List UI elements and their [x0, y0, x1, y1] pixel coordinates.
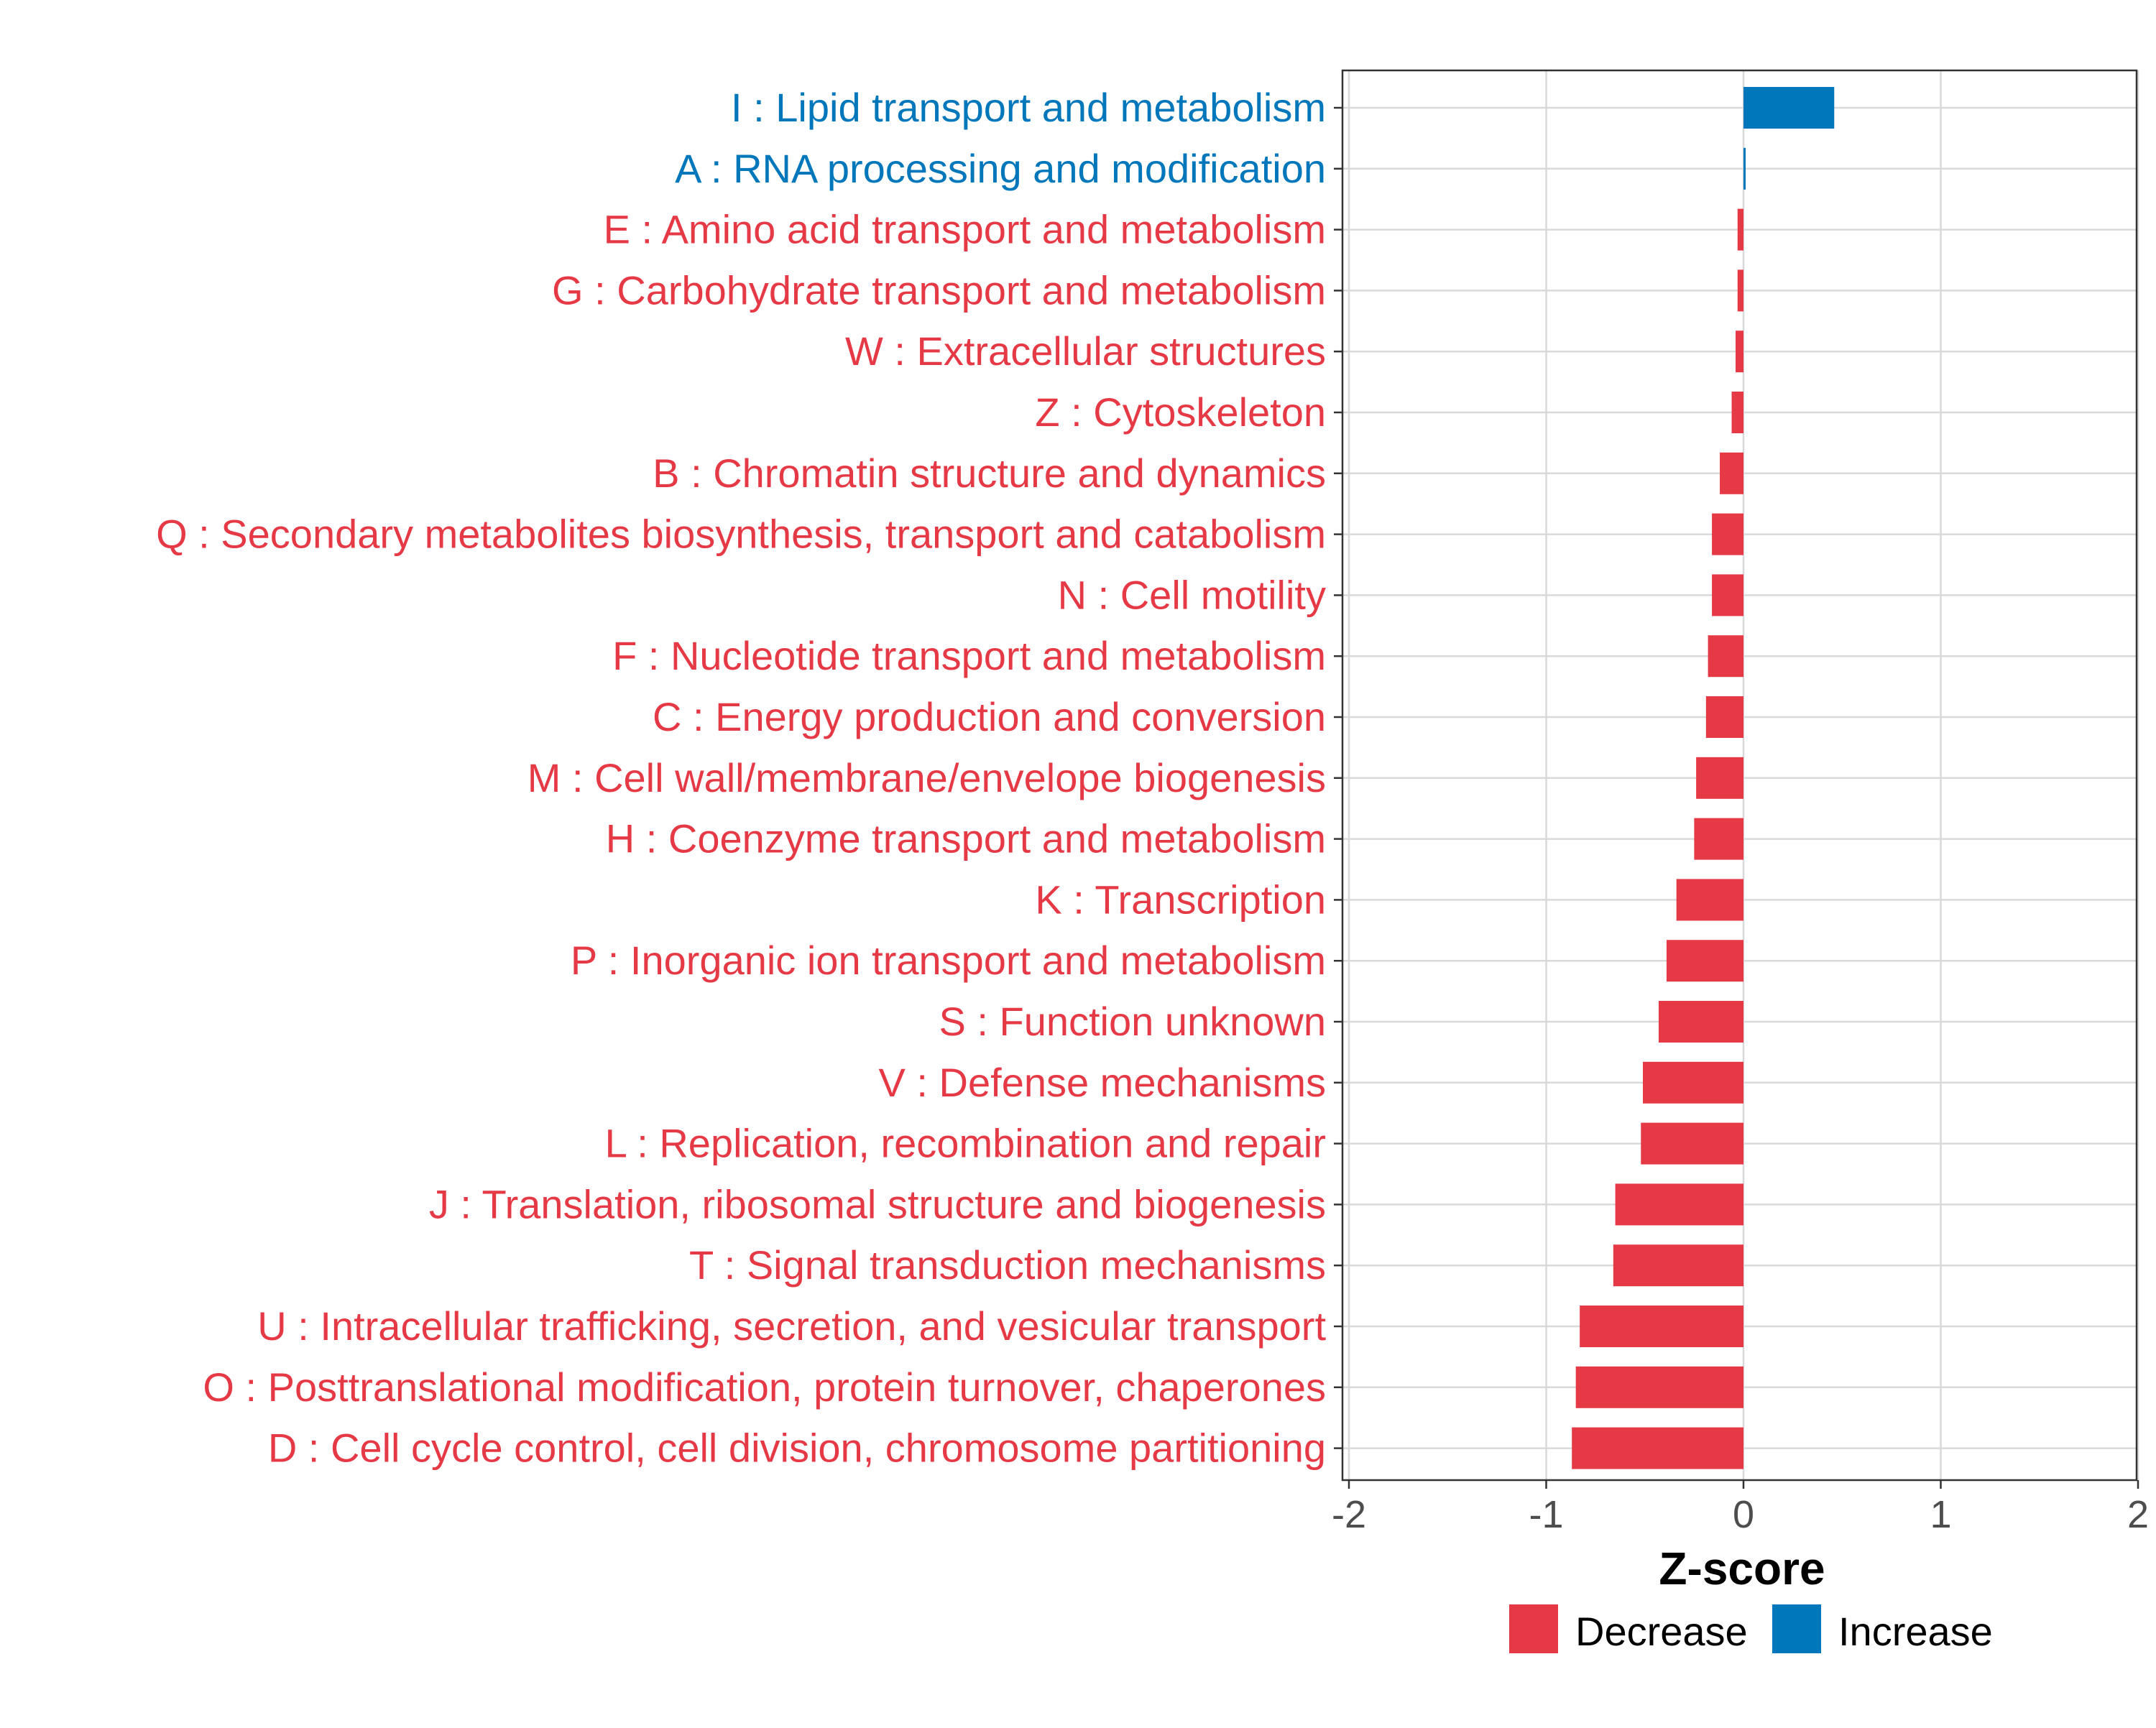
- xtick-layer: -2 -1 0 1 2: [1332, 1480, 2149, 1536]
- category-label-1: A : RNA processing and modification: [675, 146, 1326, 191]
- category-label-10: C : Energy production and conversion: [653, 694, 1326, 739]
- bar-17: [1641, 1122, 1743, 1165]
- category-label-13: K : Transcription: [1035, 877, 1326, 922]
- bar-9: [1708, 635, 1743, 678]
- category-label-19: T : Signal transduction mechanisms: [689, 1242, 1326, 1288]
- bar-15: [1658, 1001, 1743, 1043]
- bar-6: [1720, 452, 1743, 494]
- category-label-9: F : Nucleotide transport and metabolism: [612, 633, 1326, 678]
- category-label-14: P : Inorganic ion transport and metaboli…: [571, 938, 1326, 983]
- xtick-label-2: 0: [1733, 1493, 1754, 1536]
- bar-19: [1613, 1244, 1743, 1287]
- bar-layer: [1572, 87, 1835, 1469]
- bar-16: [1643, 1061, 1743, 1104]
- legend-swatch-decrease: [1509, 1604, 1558, 1653]
- bar-7: [1712, 513, 1743, 555]
- bar-2: [1737, 208, 1743, 251]
- bar-0: [1743, 87, 1835, 129]
- category-label-8: N : Cell motility: [1058, 572, 1326, 617]
- category-label-11: M : Cell wall/membrane/envelope biogenes…: [528, 755, 1326, 800]
- bar-22: [1572, 1427, 1743, 1469]
- category-label-17: L : Replication, recombination and repai…: [605, 1121, 1326, 1166]
- bar-3: [1737, 269, 1743, 312]
- category-label-3: G : Carbohydrate transport and metabolis…: [552, 267, 1326, 313]
- xtick-label-4: 2: [2127, 1493, 2149, 1536]
- bar-13: [1676, 879, 1743, 921]
- bar-11: [1696, 757, 1743, 799]
- x-axis-title: Z-score: [1659, 1543, 1825, 1594]
- category-label-22: D : Cell cycle control, cell division, c…: [268, 1426, 1326, 1471]
- category-label-7: Q : Secondary metabolites biosynthesis, …: [156, 512, 1326, 557]
- category-label-0: I : Lipid transport and metabolism: [731, 85, 1326, 130]
- legend-label-decrease: Decrease: [1575, 1609, 1748, 1654]
- category-label-12: H : Coenzyme transport and metabolism: [606, 816, 1326, 861]
- category-label-16: V : Defense mechanisms: [879, 1060, 1326, 1105]
- bar-10: [1705, 696, 1743, 738]
- bar-14: [1666, 940, 1743, 982]
- bar-1: [1743, 147, 1746, 190]
- panel-border: [1341, 69, 2138, 1482]
- bar-21: [1575, 1366, 1743, 1408]
- xtick-label-1: -1: [1529, 1493, 1563, 1536]
- category-label-6: B : Chromatin structure and dynamics: [653, 451, 1326, 496]
- category-label-15: S : Function unknown: [939, 999, 1326, 1044]
- category-label-4: W : Extracellular structures: [845, 328, 1326, 374]
- bar-12: [1694, 818, 1743, 860]
- ytick-layer: I : Lipid transport and metabolism A : RN…: [156, 85, 1342, 1471]
- bar-18: [1615, 1183, 1743, 1226]
- xtick-label-0: -2: [1332, 1493, 1366, 1536]
- legend: Decrease Increase: [1509, 1604, 1993, 1654]
- bar-8: [1712, 574, 1743, 616]
- legend-swatch-increase: [1772, 1604, 1821, 1653]
- category-label-18: J : Translation, ribosomal structure and…: [429, 1181, 1326, 1226]
- xtick-label-3: 1: [1930, 1493, 1951, 1536]
- category-label-20: U : Intracellular trafficking, secretion…: [257, 1303, 1326, 1349]
- bar-4: [1736, 331, 1743, 373]
- legend-label-increase: Increase: [1838, 1609, 1993, 1654]
- category-label-21: O : Posttranslational modification, prot…: [203, 1364, 1326, 1410]
- bar-20: [1580, 1306, 1743, 1347]
- category-label-5: Z : Cytoskeleton: [1035, 389, 1326, 435]
- bar-5: [1731, 392, 1743, 433]
- category-label-2: E : Amino acid transport and metabolism: [604, 207, 1326, 252]
